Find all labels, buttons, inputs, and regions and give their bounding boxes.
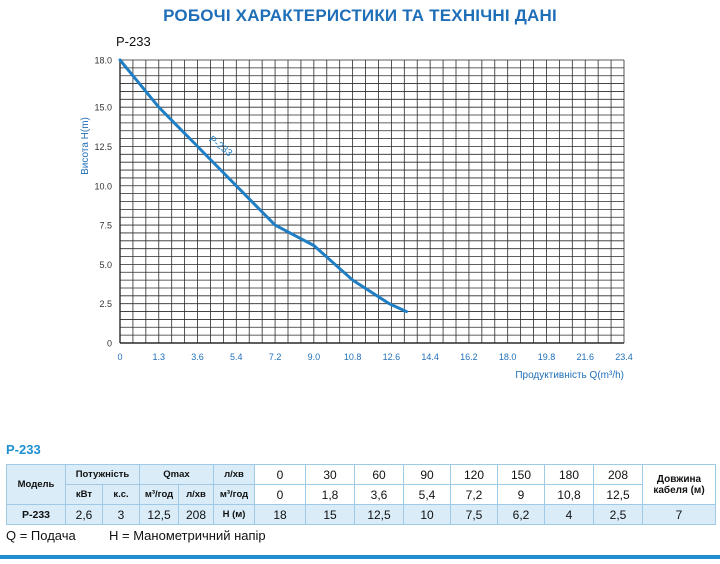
head-cell: 2,5 xyxy=(593,504,643,525)
header-qmax: Qmax xyxy=(139,464,214,485)
table-row: P-233 2,6 3 12,5 208 H (м) 18 15 12,5 10… xyxy=(6,504,716,525)
row-qmax-m3h: 12,5 xyxy=(139,504,179,525)
y-tick-label: 0 xyxy=(107,339,112,349)
performance-chart: 0 1.3 3.6 5.4 7.2 9.0 10.8 12.6 14.4 16.2 18.0 19.8… xyxy=(80,34,633,381)
chart-ticks: 0 1.3 3.6 5.4 7.2 9.0 10.8 12.6 14.4 16.2 18.0 19.8… xyxy=(94,56,632,363)
data-point xyxy=(235,184,238,187)
data-point xyxy=(388,302,391,305)
flow-lmin-cell: 150 xyxy=(497,464,545,485)
y-tick-label: 18.0 xyxy=(94,56,112,66)
flow-m3h-cell: 10,8 xyxy=(544,484,594,505)
x-tick-label: 19.8 xyxy=(538,352,556,362)
row-qmax-lmin: 208 xyxy=(178,504,214,525)
head-cell: 18 xyxy=(254,504,306,525)
x-tick-label: 9.0 xyxy=(308,352,321,362)
flow-lmin-cell: 30 xyxy=(305,464,355,485)
chart-title: P-233 xyxy=(116,34,151,49)
flow-m3h-cell: 9 xyxy=(497,484,545,505)
row-h-label: H (м) xyxy=(213,504,255,525)
data-point xyxy=(313,244,315,247)
y-tick-label: 2.5 xyxy=(99,299,112,309)
y-tick-label: 7.5 xyxy=(99,221,112,231)
flow-m3h-cell: 5,4 xyxy=(403,484,451,505)
page-heading: РОБОЧІ ХАРАКТЕРИСТИКИ ТА ТЕХНІЧНІ ДАНІ xyxy=(163,6,557,25)
x-tick-label: 12.6 xyxy=(383,352,401,362)
row-kw: 2,6 xyxy=(65,504,103,525)
head-cell: 12,5 xyxy=(354,504,404,525)
flow-lmin-cell: 60 xyxy=(354,464,404,485)
data-point xyxy=(351,279,354,281)
flow-lmin-cell: 0 xyxy=(254,464,306,485)
data-point xyxy=(157,106,160,108)
flow-m3h-cell: 1,8 xyxy=(305,484,355,505)
data-point xyxy=(196,145,199,148)
header-cable: Довжина кабеля (м) xyxy=(642,464,716,505)
y-tick-label: 5.0 xyxy=(99,260,112,270)
flow-m3h-cell: 12,5 xyxy=(593,484,643,505)
x-tick-label: 23.4 xyxy=(615,352,633,362)
chart-grid xyxy=(119,59,625,344)
row-cable: 7 xyxy=(642,504,716,525)
header-model: Модель xyxy=(6,464,66,505)
x-tick-label: 3.6 xyxy=(191,352,204,362)
y-axis-label: Висота H(m) xyxy=(80,117,91,175)
x-tick-label: 16.2 xyxy=(460,352,478,362)
bottom-rule xyxy=(0,555,720,559)
flow-lmin-cell: 90 xyxy=(403,464,451,485)
y-tick-label: 12.5 xyxy=(94,142,112,152)
x-axis-label: Продуктивність Q(m³/h) xyxy=(515,370,624,381)
header-kw: кВт xyxy=(65,484,103,505)
x-tick-label: 14.4 xyxy=(421,352,439,362)
data-point xyxy=(405,310,408,313)
header-lmin-label: л/хв xyxy=(213,464,255,485)
head-cell: 10 xyxy=(403,504,451,525)
head-cell: 6,2 xyxy=(497,504,545,525)
table-title: P-233 xyxy=(6,442,41,457)
x-tick-label: 0 xyxy=(117,352,122,362)
head-cell: 15 xyxy=(305,504,355,525)
head-cell: 7,5 xyxy=(450,504,498,525)
row-hp: 3 xyxy=(102,504,140,525)
legend-q: Q = Подача xyxy=(6,528,76,543)
flow-m3h-cell: 0 xyxy=(254,484,306,505)
header-power: Потужність xyxy=(65,464,140,485)
flow-lmin-cell: 208 xyxy=(593,464,643,485)
x-tick-label: 21.6 xyxy=(576,352,594,362)
y-tick-label: 15.0 xyxy=(94,103,112,113)
x-tick-label: 1.3 xyxy=(153,352,166,362)
flow-m3h-cell: 7,2 xyxy=(450,484,498,505)
legend: Q = Подача H = Манометричний напір xyxy=(6,528,266,543)
data-point xyxy=(274,224,276,226)
spec-table: Модель Потужність Qmax л/хв 0 30 60 90 1… xyxy=(6,464,716,525)
head-cell: 4 xyxy=(544,504,594,525)
data-point xyxy=(119,59,121,61)
header-hp: к.с. xyxy=(102,484,140,505)
x-tick-label: 7.2 xyxy=(269,352,282,362)
flow-lmin-cell: 180 xyxy=(544,464,594,485)
header-m3h-label: м³/год xyxy=(213,484,255,505)
header-m3h: м³/год xyxy=(139,484,179,505)
x-tick-label: 10.8 xyxy=(344,352,362,362)
x-tick-label: 5.4 xyxy=(230,352,243,362)
legend-h: H = Манометричний напір xyxy=(109,528,266,543)
row-model: P-233 xyxy=(6,504,66,525)
x-tick-label: 18.0 xyxy=(499,352,517,362)
flow-m3h-cell: 3,6 xyxy=(354,484,404,505)
flow-lmin-cell: 120 xyxy=(450,464,498,485)
header-lmin: л/хв xyxy=(178,484,214,505)
y-tick-label: 10.0 xyxy=(94,181,112,191)
